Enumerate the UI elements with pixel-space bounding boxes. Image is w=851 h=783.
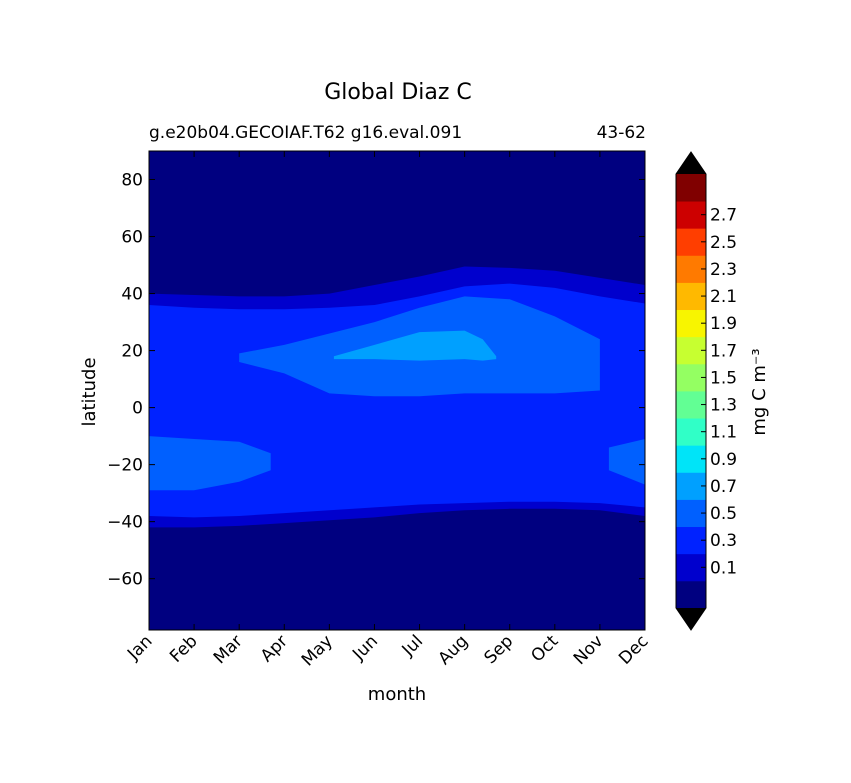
colorbar-tick-label: 1.1 xyxy=(710,423,737,443)
colorbar-extend-min xyxy=(676,608,706,630)
x-tick-label: Jan xyxy=(123,631,156,664)
plot-area xyxy=(148,150,646,631)
colorbar-tick-label: 0.5 xyxy=(710,504,737,524)
y-tick-label: 0 xyxy=(132,399,143,419)
colorbar-tick-label: 1.9 xyxy=(710,314,737,334)
y-tick-label: −40 xyxy=(107,513,143,533)
y-tick-label: 40 xyxy=(121,285,143,305)
subtitle-left: g.e20b04.GECOIAF.T62 g16.eval.091 xyxy=(149,123,462,143)
subtitle-right: 43-62 xyxy=(597,123,646,143)
y-tick-label: 60 xyxy=(121,228,143,248)
contour-region-5 xyxy=(333,330,497,361)
colorbar-tick-label: 2.1 xyxy=(710,287,737,307)
colorbar-extend-max xyxy=(676,152,706,174)
x-tick-label: Aug xyxy=(435,631,473,669)
colorbar-tick-label: 1.5 xyxy=(710,368,737,388)
x-tick-label: May xyxy=(298,631,337,670)
chart-title: Global Diaz C xyxy=(324,80,472,105)
colorbar-tick-label: 2.3 xyxy=(710,260,737,280)
colorbar-outline xyxy=(675,151,707,631)
colorbar-tick-label: 0.9 xyxy=(710,450,737,470)
y-tick-label: 20 xyxy=(121,342,143,362)
x-tick-label: Mar xyxy=(210,631,247,668)
y-tick-label: −60 xyxy=(107,570,143,590)
y-tick-label: −20 xyxy=(107,456,143,476)
colorbar-tick-label: 1.7 xyxy=(710,341,737,361)
colorbar-tick-label: 1.3 xyxy=(710,396,737,416)
x-tick-label: Jun xyxy=(348,631,382,665)
x-tick-label: Dec xyxy=(615,631,652,668)
x-tick-label: Jul xyxy=(398,631,427,660)
x-tick-label: Sep xyxy=(480,631,517,668)
x-tick-label: Feb xyxy=(166,631,201,666)
contour-region-3 xyxy=(149,436,271,491)
x-tick-label: Nov xyxy=(570,631,608,669)
contour-region-4 xyxy=(608,439,645,485)
colorbar-tick-label: 0.7 xyxy=(710,477,737,497)
colorbar-tick-label: 2.5 xyxy=(710,233,737,253)
colorbar-tick-label: 0.3 xyxy=(710,531,737,551)
colorbar-label: mg C m⁻³ xyxy=(749,348,770,435)
colorbar-tick-label: 2.7 xyxy=(710,206,737,226)
plot-frame xyxy=(148,150,646,631)
colorbar-tick-label: 0.1 xyxy=(710,558,737,578)
y-tick-label: 80 xyxy=(121,171,143,191)
x-tick-label: Oct xyxy=(527,631,562,666)
y-axis-label: latitude xyxy=(79,357,100,426)
colorbar-segment xyxy=(676,174,706,202)
y-axis: 80 60 40 20 0 −20 −40 −60 xyxy=(107,171,645,590)
x-axis-label: month xyxy=(368,684,426,705)
colorbar-segment xyxy=(676,580,706,609)
x-tick-label: Apr xyxy=(257,631,292,666)
colorbar: 0.1 0.3 0.5 0.7 0.9 1.1 1.3 1.5 1.7 1.9 2.1 2.3 2.5 2… xyxy=(675,151,737,631)
contour-fills xyxy=(149,266,645,528)
